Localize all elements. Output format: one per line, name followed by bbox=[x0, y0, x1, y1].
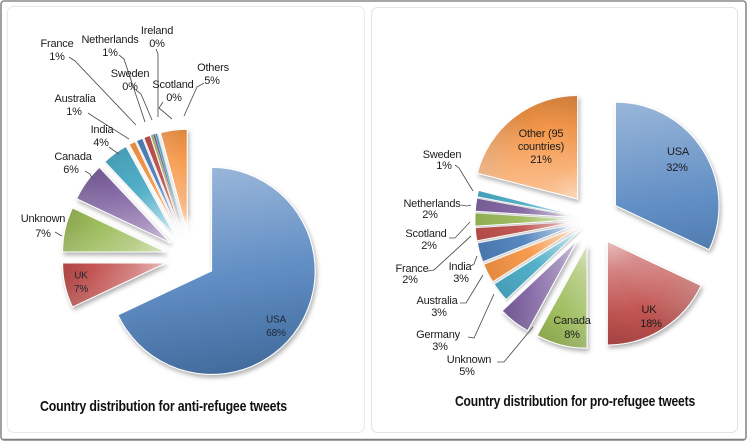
svg-text:2%: 2% bbox=[422, 209, 438, 221]
svg-text:3%: 3% bbox=[453, 273, 469, 285]
svg-text:Ireland: Ireland bbox=[141, 25, 173, 37]
svg-text:Australia: Australia bbox=[55, 93, 97, 105]
svg-text:7%: 7% bbox=[35, 228, 51, 240]
svg-text:Scotland: Scotland bbox=[405, 228, 446, 240]
svg-text:0%: 0% bbox=[122, 81, 138, 93]
svg-text:Sweden: Sweden bbox=[111, 68, 150, 80]
svg-text:0%: 0% bbox=[166, 92, 182, 104]
svg-text:Country distribution for pro-r: Country distribution for pro-refugee twe… bbox=[455, 393, 695, 410]
svg-text:2%: 2% bbox=[402, 274, 418, 286]
svg-text:France: France bbox=[395, 263, 428, 275]
svg-text:68%: 68% bbox=[266, 328, 286, 339]
svg-text:UK: UK bbox=[74, 271, 88, 282]
svg-text:1%: 1% bbox=[436, 160, 452, 172]
svg-text:Canada: Canada bbox=[553, 315, 591, 327]
svg-text:Netherlands: Netherlands bbox=[403, 198, 461, 210]
svg-text:Other (95: Other (95 bbox=[519, 128, 564, 140]
svg-text:Sweden: Sweden bbox=[423, 149, 462, 161]
svg-text:USA: USA bbox=[266, 315, 286, 326]
svg-text:Australia: Australia bbox=[417, 295, 459, 307]
svg-text:5%: 5% bbox=[459, 366, 475, 378]
svg-text:Unknown: Unknown bbox=[21, 213, 66, 225]
svg-text:5%: 5% bbox=[204, 75, 220, 87]
svg-text:USA: USA bbox=[667, 146, 690, 158]
svg-text:Netherlands: Netherlands bbox=[81, 34, 139, 46]
svg-text:3%: 3% bbox=[431, 307, 447, 319]
svg-text:India: India bbox=[91, 124, 115, 136]
svg-text:3%: 3% bbox=[432, 341, 448, 353]
svg-text:18%: 18% bbox=[640, 318, 662, 330]
svg-text:32%: 32% bbox=[666, 162, 688, 174]
svg-text:1%: 1% bbox=[49, 51, 65, 63]
svg-text:Country distribution for anti-: Country distribution for anti-refugee tw… bbox=[40, 398, 287, 415]
svg-text:Others: Others bbox=[197, 62, 230, 74]
svg-text:1%: 1% bbox=[102, 47, 118, 59]
svg-text:0%: 0% bbox=[149, 38, 165, 50]
svg-text:Unknown: Unknown bbox=[447, 354, 492, 366]
svg-text:Germany: Germany bbox=[416, 329, 461, 341]
svg-text:countries): countries) bbox=[518, 141, 564, 153]
svg-text:UK: UK bbox=[642, 304, 658, 316]
svg-text:2%: 2% bbox=[421, 240, 437, 252]
svg-text:1%: 1% bbox=[66, 106, 82, 118]
svg-text:Canada: Canada bbox=[54, 151, 92, 163]
svg-text:4%: 4% bbox=[93, 137, 109, 149]
svg-text:7%: 7% bbox=[74, 284, 88, 295]
svg-text:8%: 8% bbox=[564, 329, 580, 341]
svg-text:Scotland: Scotland bbox=[152, 79, 193, 91]
svg-text:21%: 21% bbox=[530, 154, 552, 166]
svg-text:France: France bbox=[40, 38, 73, 50]
svg-text:6%: 6% bbox=[63, 164, 79, 176]
svg-text:India: India bbox=[449, 261, 473, 273]
